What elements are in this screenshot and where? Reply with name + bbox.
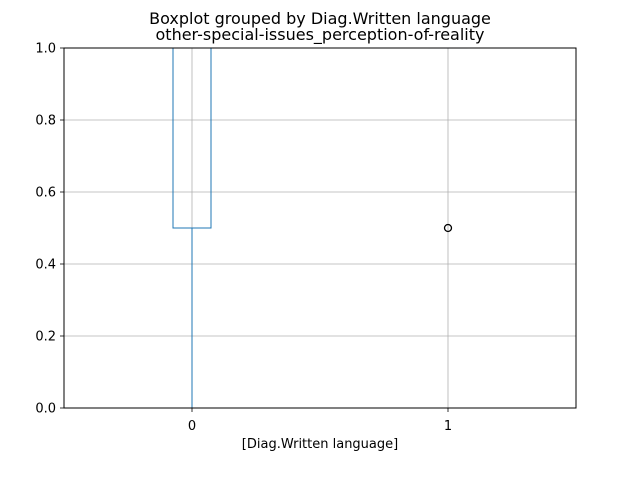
y-tick-label: 0.0 bbox=[35, 402, 56, 417]
y-tick-label: 0.6 bbox=[35, 186, 56, 201]
x-axis-label: [Diag.Written language] bbox=[242, 437, 398, 452]
y-tick-label: 0.4 bbox=[35, 258, 56, 273]
y-tick-label: 0.8 bbox=[35, 114, 56, 129]
y-axis-ticks: 0.0 0.2 0.4 0.6 0.8 1.0 bbox=[35, 42, 64, 417]
x-tick-label: 1 bbox=[444, 419, 452, 434]
plot-area-frame bbox=[63, 47, 577, 409]
y-tick-label: 1.0 bbox=[35, 42, 56, 57]
flier-point bbox=[443, 223, 453, 233]
chart-title: other-special-issues_perception-of-reali… bbox=[156, 25, 485, 45]
x-tick-label: 0 bbox=[188, 419, 196, 434]
chart-suptitle: Boxplot grouped by Diag.Written language bbox=[149, 9, 491, 28]
y-tick-label: 0.2 bbox=[35, 330, 56, 345]
